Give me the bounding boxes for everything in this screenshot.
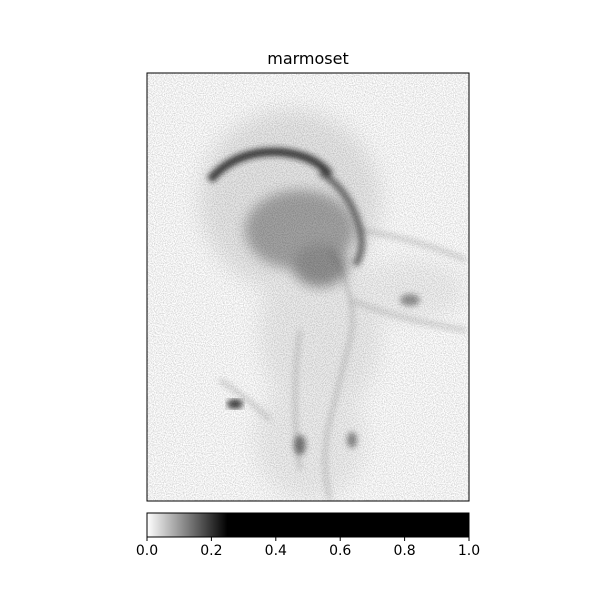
colorbar-tick-label: 0.0 [136, 543, 158, 559]
colorbar [147, 513, 469, 537]
colorbar-tick-label: 0.2 [200, 543, 222, 559]
chart-title: marmoset [267, 49, 349, 68]
plot-frame [146, 72, 470, 502]
colorbar-tick-label: 0.4 [265, 543, 287, 559]
colorbar-ticks: 0.0 0.2 0.4 0.6 0.8 1.0 [136, 537, 480, 559]
colorbar-tick-label: 0.8 [393, 543, 415, 559]
colorbar-tick-label: 1.0 [458, 543, 480, 559]
colorbar-frame [146, 512, 470, 538]
colorbar-tick-label: 0.6 [329, 543, 351, 559]
heatmap-noise [147, 73, 469, 501]
heatmap-image [147, 73, 469, 501]
